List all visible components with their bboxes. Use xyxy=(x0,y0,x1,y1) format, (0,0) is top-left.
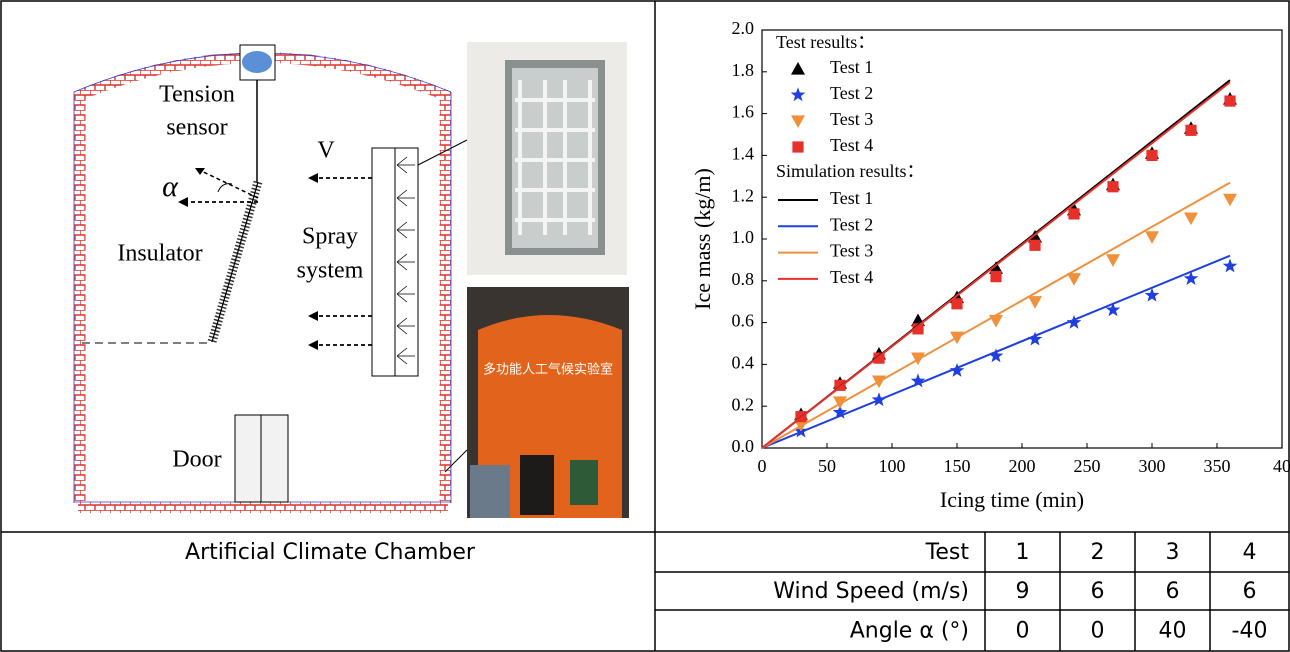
marker xyxy=(1105,302,1121,317)
table-cell: 1 xyxy=(1016,540,1030,565)
marker xyxy=(1029,239,1041,251)
x-tick-label: 50 xyxy=(818,456,836,476)
marker xyxy=(1185,124,1197,136)
marker xyxy=(1224,95,1236,107)
marker xyxy=(1107,181,1119,193)
table: Test 1 2 3 4 Wind Speed (m/s) 9 6 6 6 Angle α (°) 0… xyxy=(655,532,1289,651)
table-cell: 6 xyxy=(1243,579,1257,604)
x-tick-label: 150 xyxy=(944,456,971,476)
marker xyxy=(1184,212,1198,226)
table-cell: 9 xyxy=(1016,579,1030,604)
legend-label: Test 3 xyxy=(830,109,873,129)
label: Spray xyxy=(302,224,358,250)
label: sensor xyxy=(166,115,227,141)
photo-spray xyxy=(467,42,627,275)
table-cell: 6 xyxy=(1091,579,1105,604)
legend-title: Test results： xyxy=(776,32,875,52)
y-axis-label: Ice mass (kg/m) xyxy=(690,168,715,310)
chamber: Tension sensor V α Insulator Spray syste… xyxy=(73,44,468,513)
marker xyxy=(989,314,1003,328)
legend-label: Test 1 xyxy=(830,57,873,77)
legend-label: Test 4 xyxy=(830,267,873,287)
marker xyxy=(1027,331,1043,346)
table-cell: 6 xyxy=(1166,579,1180,604)
marker xyxy=(1106,254,1120,267)
y-tick-label: 0.6 xyxy=(732,311,755,331)
legend-marker xyxy=(792,141,804,153)
legend-marker xyxy=(791,62,805,75)
marker xyxy=(910,373,926,388)
legend-label: Test 2 xyxy=(830,83,873,103)
legend-marker xyxy=(790,87,806,102)
marker xyxy=(1144,287,1160,302)
x-tick-label: 350 xyxy=(1204,456,1231,476)
legend-label: Test 3 xyxy=(830,241,873,261)
label: Tension xyxy=(159,82,235,108)
marker xyxy=(1146,149,1158,161)
marker xyxy=(832,404,848,419)
marker xyxy=(1222,258,1238,273)
legend-label: Test 2 xyxy=(830,214,873,234)
x-tick-label: 100 xyxy=(879,456,906,476)
y-tick-label: 1.6 xyxy=(732,102,755,122)
y-tick-label: 1.2 xyxy=(732,185,755,205)
marker xyxy=(1028,296,1042,309)
x-tick-label: 250 xyxy=(1074,456,1101,476)
table-cell: -40 xyxy=(1232,619,1268,644)
photo-text: 多功能人工气候实验室 xyxy=(483,362,613,378)
table-cell: Wind Speed (m/s) xyxy=(773,579,969,604)
table-cell: 4 xyxy=(1243,540,1257,565)
marker xyxy=(990,271,1002,283)
x-tick-label: 200 xyxy=(1009,456,1036,476)
sim-line xyxy=(761,181,1231,449)
label: Insulator xyxy=(117,241,202,267)
marker xyxy=(1145,231,1159,244)
legend-label: Test 4 xyxy=(830,135,873,155)
y-tick-label: 2.0 xyxy=(732,18,755,38)
marker xyxy=(1028,229,1042,243)
label: V xyxy=(317,138,335,164)
y-tick-label: 0.2 xyxy=(732,394,755,414)
y-tick-label: 1.4 xyxy=(732,144,755,164)
label: α xyxy=(162,170,179,203)
caption: Artificial Climate Chamber xyxy=(185,540,476,565)
marker xyxy=(988,348,1004,363)
legend-label: Test 1 xyxy=(830,188,873,208)
legend-title: Simulation results： xyxy=(776,161,925,181)
marker xyxy=(1183,271,1199,285)
table-cell: 2 xyxy=(1091,540,1105,565)
marker xyxy=(951,298,963,310)
chart: 0 50 100 150 200 250 300 350 40 0.0 0.2 0.4 0.6 0.8 1.… xyxy=(690,18,1290,512)
marker xyxy=(912,323,924,335)
marker xyxy=(1223,193,1237,207)
legend-marker xyxy=(791,115,805,128)
marker xyxy=(989,261,1003,274)
y-tick-label: 0.0 xyxy=(732,436,755,456)
table-cell: Test xyxy=(925,540,970,565)
label: system xyxy=(297,258,364,284)
y-tick-label: 1.0 xyxy=(732,227,755,247)
table-cell: 40 xyxy=(1159,619,1187,644)
x-tick-label: 0 xyxy=(758,456,767,476)
x-axis-label: Icing time (min) xyxy=(940,487,1084,512)
table-cell: 0 xyxy=(1091,619,1105,644)
photo-chamber: 多功能人工气候实验室 xyxy=(467,287,629,518)
x-tick-label: 300 xyxy=(1139,456,1166,476)
y-tick-label: 1.8 xyxy=(732,60,755,80)
y-tick-label: 0.8 xyxy=(732,269,755,289)
marker xyxy=(1068,208,1080,220)
x-tick-label: 40 xyxy=(1273,456,1290,476)
sim-line xyxy=(761,81,1231,449)
table-cell: Angle α (°) xyxy=(850,619,969,644)
table-cell: 3 xyxy=(1166,540,1180,565)
marker xyxy=(1067,273,1081,286)
label: Door xyxy=(172,447,221,473)
sim-line xyxy=(761,254,1231,449)
marker xyxy=(949,362,965,377)
marker xyxy=(1066,314,1082,329)
table-cell: 0 xyxy=(1016,619,1030,644)
y-tick-label: 0.4 xyxy=(732,353,755,373)
